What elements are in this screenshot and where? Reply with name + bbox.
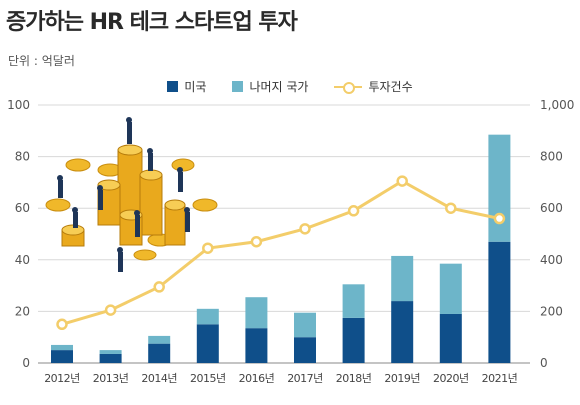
y-left-tick: 40 [15, 253, 30, 267]
deal-count-polyline [61, 179, 500, 326]
y-right-tick: 1,000 [540, 98, 574, 112]
deal-count-point [250, 235, 263, 248]
deal-count-point [104, 304, 117, 316]
x-tick-label: 2021년 [482, 372, 518, 385]
unit-label: 단위 : 억달러 [8, 54, 75, 68]
x-tick-label: 2017년 [287, 372, 323, 385]
legend-swatch-deals [334, 81, 363, 94]
x-tick-label: 2012년 [44, 372, 80, 385]
y-left-tick: 100 [7, 98, 30, 112]
deal-count-point [299, 223, 311, 235]
bar-us [51, 350, 73, 363]
deal-count-point [202, 242, 214, 254]
chart-title: 증가하는 HR 테크 스타트업 투자 [6, 10, 298, 35]
y-right-tick: 0 [540, 356, 548, 370]
x-tick-label: 2013년 [93, 372, 129, 385]
y-right-tick: 600 [540, 201, 563, 215]
deal-count-point [347, 205, 360, 217]
bars [51, 134, 511, 363]
deal-count-point [396, 175, 408, 187]
legend-item-deals: 투자건수 [334, 78, 413, 95]
legend-label-us: 미국 [184, 80, 207, 94]
bar-us [342, 317, 365, 363]
x-tick-label: 2018년 [336, 372, 372, 385]
x-tick-label: 2020년 [433, 372, 469, 385]
bar-others [51, 344, 73, 351]
deal-count-point [56, 318, 68, 331]
y-right-tick: 400 [540, 253, 563, 267]
bar-others [245, 297, 268, 329]
legend-item-us: 미국 [167, 78, 206, 95]
bar-us [245, 328, 268, 363]
legend-swatch-others [232, 81, 244, 92]
y-left-tick: 80 [15, 150, 30, 164]
x-tick-label: 2014년 [141, 372, 177, 385]
axes: 100 1,000 80 800 60 600 40 400 20 200 0 0 2012년 2013년… [7, 98, 574, 385]
bar-us [196, 324, 219, 363]
coins-illustration [45, 117, 218, 272]
x-tick-label: 2016년 [239, 372, 275, 385]
bar-others [488, 134, 511, 242]
legend-swatch-us [167, 81, 179, 92]
bar-others [294, 312, 316, 338]
legend-label-others: 나머지 국가 [249, 80, 309, 94]
legend: 미국 나머지 국가 투자건수 [0, 78, 580, 95]
x-tick-label: 2015년 [190, 372, 226, 385]
y-left-tick: 20 [15, 304, 30, 318]
bar-us [148, 343, 171, 363]
y-right-tick: 200 [540, 304, 563, 318]
deal-count-point [445, 202, 457, 214]
bar-others [439, 263, 462, 314]
bar-others [391, 255, 414, 302]
y-right-tick: 800 [540, 150, 563, 164]
deal-count-line [56, 175, 506, 331]
deal-count-point [153, 281, 165, 293]
bar-others [196, 308, 219, 325]
bar-others [342, 284, 365, 318]
legend-label-deals: 투자건수 [368, 80, 413, 94]
x-tick-label: 2019년 [384, 372, 420, 385]
y-left-tick: 60 [15, 201, 30, 215]
bar-us [99, 353, 122, 363]
bar-others [148, 335, 171, 344]
deal-count-point [493, 212, 506, 225]
bar-us [294, 337, 316, 363]
bar-us [488, 241, 511, 363]
bar-us [391, 301, 414, 363]
y-left-tick: 0 [22, 356, 30, 370]
legend-item-others: 나머지 국가 [232, 78, 308, 95]
bar-us [439, 313, 462, 363]
bar-others [99, 350, 122, 354]
